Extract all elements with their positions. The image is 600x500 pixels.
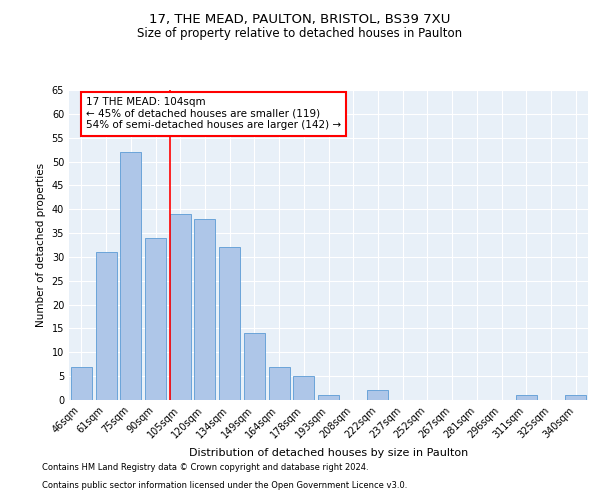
- Bar: [120, 152, 141, 400]
- Bar: [71, 366, 92, 400]
- Text: Contains HM Land Registry data © Crown copyright and database right 2024.: Contains HM Land Registry data © Crown c…: [42, 464, 368, 472]
- Y-axis label: Number of detached properties: Number of detached properties: [36, 163, 46, 327]
- X-axis label: Distribution of detached houses by size in Paulton: Distribution of detached houses by size …: [189, 448, 468, 458]
- Bar: [565, 395, 586, 400]
- Bar: [516, 395, 537, 400]
- Bar: [145, 238, 166, 400]
- Bar: [170, 214, 191, 400]
- Bar: [95, 252, 116, 400]
- Bar: [194, 219, 215, 400]
- Bar: [293, 376, 314, 400]
- Bar: [244, 333, 265, 400]
- Bar: [269, 366, 290, 400]
- Text: 17 THE MEAD: 104sqm
← 45% of detached houses are smaller (119)
54% of semi-detac: 17 THE MEAD: 104sqm ← 45% of detached ho…: [86, 97, 341, 130]
- Bar: [219, 248, 240, 400]
- Bar: [367, 390, 388, 400]
- Text: Contains public sector information licensed under the Open Government Licence v3: Contains public sector information licen…: [42, 481, 407, 490]
- Bar: [318, 395, 339, 400]
- Text: Size of property relative to detached houses in Paulton: Size of property relative to detached ho…: [137, 28, 463, 40]
- Text: 17, THE MEAD, PAULTON, BRISTOL, BS39 7XU: 17, THE MEAD, PAULTON, BRISTOL, BS39 7XU: [149, 12, 451, 26]
